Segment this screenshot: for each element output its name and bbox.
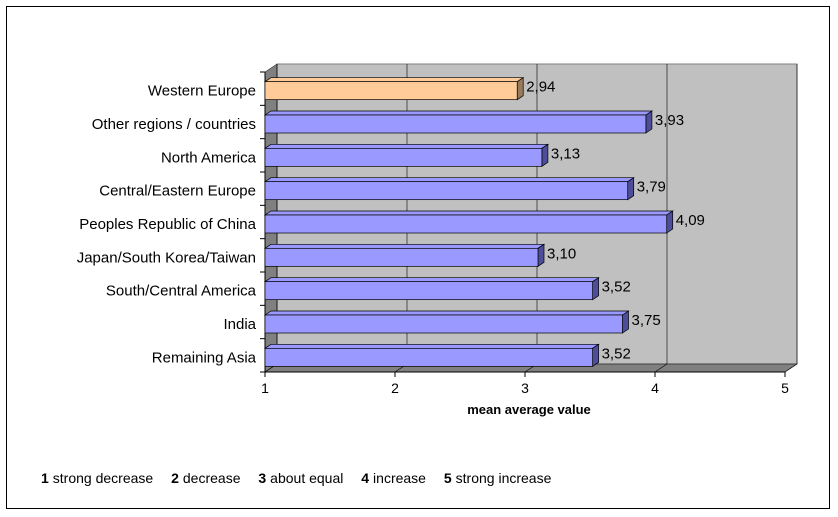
bar-top	[263, 143, 550, 149]
category-label: Other regions / countries	[92, 116, 256, 133]
category-label: Japan/South Korea/Taiwan	[77, 249, 256, 266]
category-label: South/Central America	[106, 283, 257, 300]
bar-top	[263, 177, 635, 183]
bar-end	[645, 110, 653, 134]
bar-top	[263, 343, 600, 349]
category-label: North America	[161, 149, 257, 166]
data-label: 3,52	[602, 279, 631, 296]
data-label: 3,79	[637, 179, 666, 196]
x-axis-title: mean average value	[467, 402, 591, 417]
category-label: Peoples Republic of China	[79, 216, 256, 233]
bar	[264, 314, 623, 334]
category-label: Remaining Asia	[152, 349, 257, 366]
bar	[264, 347, 593, 367]
bar-top	[263, 210, 674, 216]
data-label: 3,93	[655, 112, 684, 129]
bar-end	[541, 143, 549, 167]
gridline-floor	[654, 363, 668, 373]
bar-top	[263, 243, 546, 249]
bar-end	[622, 310, 629, 334]
bar-end	[537, 243, 545, 267]
data-label: 3,13	[551, 145, 580, 162]
scale-legend: 1 strong decrease 2 decrease 3 about equal …	[41, 470, 565, 486]
data-label: 3,75	[632, 312, 661, 329]
bar-end	[666, 210, 674, 234]
legend-item-3: 3 about equal	[258, 470, 344, 486]
chart-frame: 1 2 3 4 5 mean average value Western Europe 2,9…	[6, 6, 830, 509]
bar	[264, 114, 647, 134]
bar-top	[263, 277, 600, 283]
bar-top	[263, 310, 630, 316]
x-tick-label: 5	[781, 380, 789, 396]
legend-item-1: 1 strong decrease	[41, 470, 154, 486]
bar	[264, 214, 668, 234]
legend-item-5: 5 strong increase	[443, 470, 552, 486]
bar	[264, 81, 518, 101]
bar-chart: 1 2 3 4 5 mean average value Western Europe 2,9…	[77, 63, 798, 417]
data-label: 4,09	[676, 212, 705, 229]
category-label: India	[223, 316, 256, 333]
gridline-floor	[784, 363, 798, 373]
x-tick-label: 4	[651, 380, 659, 396]
x-tick-label: 2	[391, 380, 399, 396]
data-label: 3,52	[602, 345, 631, 362]
legend-item-4: 4 increase	[361, 470, 426, 486]
bar	[264, 147, 543, 167]
x-tick-label: 1	[261, 380, 269, 396]
category-label: Western Europe	[148, 83, 256, 100]
bar-top	[263, 77, 525, 83]
data-label: 3,10	[547, 245, 576, 262]
bar	[264, 247, 539, 267]
data-label: 2,94	[526, 79, 555, 96]
x-tick-label: 3	[521, 380, 529, 396]
bar-end	[627, 177, 635, 201]
legend-item-2: 2 decrease	[171, 470, 241, 486]
bar	[264, 281, 593, 301]
bar-end	[516, 77, 524, 101]
category-label: Central/Eastern Europe	[99, 183, 256, 200]
bar-end	[592, 343, 599, 367]
bar-top	[263, 110, 654, 116]
bar	[264, 181, 629, 201]
bar-end	[592, 277, 599, 301]
